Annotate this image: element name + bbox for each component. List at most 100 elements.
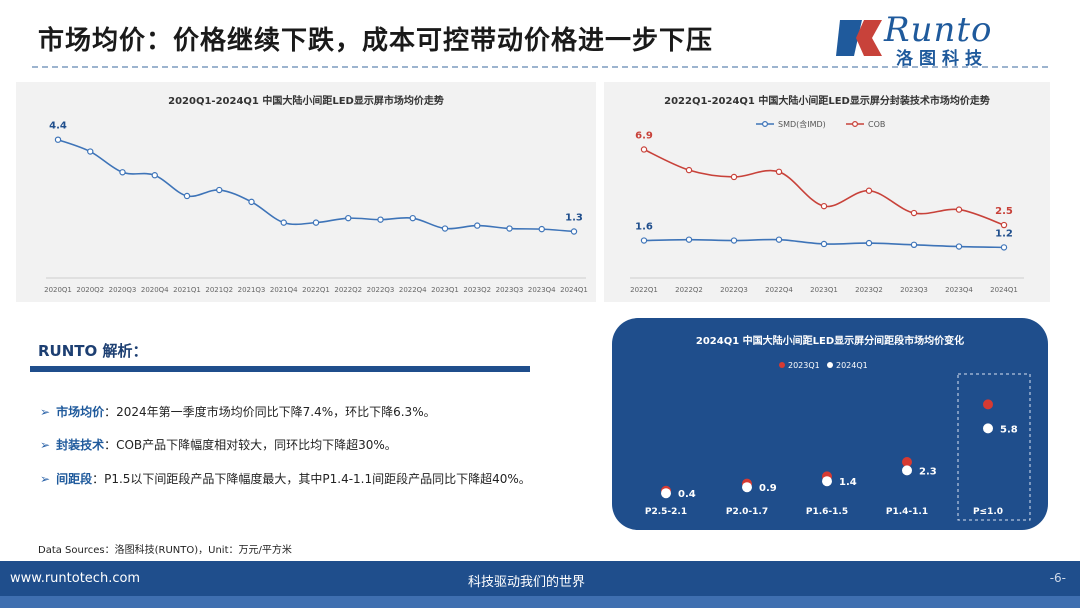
x-tick-label: 2023Q2 — [463, 286, 491, 294]
data-label: 0.9 — [759, 483, 777, 494]
data-point — [640, 237, 648, 244]
x-tick-label: 2023Q4 — [528, 286, 556, 294]
bullet-key: 间距段 — [56, 472, 93, 486]
line-chart-overall: 2020Q1-2024Q1 中国大陆小间距LED显示屏市场均价走势 2020Q1 2… — [44, 94, 588, 294]
chart-panel-overall: 2020Q1-2024Q1 中国大陆小间距LED显示屏市场均价走势 2020Q1 2… — [16, 82, 596, 302]
bullet-text: ：COB产品下降幅度相对较大，同环比均下降超30%。 — [104, 438, 397, 452]
x-tick-label: 2022Q3 — [720, 286, 748, 294]
data-point — [345, 214, 352, 222]
category-label: P1.6-1.5 — [806, 507, 848, 517]
data-label: 4.4 — [49, 121, 67, 132]
x-tick-label: 2021Q3 — [238, 286, 266, 294]
data-point — [538, 225, 545, 233]
line-chart-packaging: 2022Q1-2024Q1 中国大陆小间距LED显示屏分封装技术市场均价走势 SM… — [630, 94, 1024, 294]
data-point — [820, 202, 828, 210]
data-point — [775, 168, 783, 176]
legend-marker — [827, 362, 833, 368]
data-point — [865, 187, 873, 194]
runto-logo-icon — [836, 20, 882, 56]
data-point — [474, 222, 481, 229]
x-tick-label: 2022Q2 — [675, 286, 703, 294]
chart-title: 2022Q1-2024Q1 中国大陆小间距LED显示屏分封装技术市场均价走势 — [664, 94, 990, 107]
data-point — [775, 236, 783, 243]
legend-label: 2023Q1 — [788, 361, 820, 370]
data-point — [685, 166, 693, 174]
chart-panel-packaging: 2022Q1-2024Q1 中国大陆小间距LED显示屏分封装技术市场均价走势 SM… — [604, 82, 1050, 302]
data-point — [910, 209, 918, 217]
data-point — [1000, 244, 1008, 251]
data-point — [119, 169, 126, 176]
x-tick-label: 2022Q1 — [302, 286, 330, 294]
data-point — [248, 198, 255, 206]
arrow-icon: ➢ — [40, 438, 51, 452]
data-point — [570, 228, 578, 235]
x-tick-label: 2023Q1 — [810, 286, 838, 294]
footer-stripe — [0, 596, 1080, 608]
x-tick-label: 2022Q1 — [630, 286, 658, 294]
data-point — [661, 488, 671, 499]
chart-title: 2020Q1-2024Q1 中国大陆小间距LED显示屏市场均价走势 — [168, 94, 444, 107]
data-point — [865, 239, 873, 247]
category-label: P1.4-1.1 — [886, 507, 928, 517]
series-line — [57, 138, 575, 233]
page-title: 市场均价：价格继续下跌，成本可控带动价格进一步下压 — [38, 26, 714, 56]
series-line — [643, 148, 1005, 226]
data-point — [151, 172, 158, 179]
x-tick-label: 2022Q4 — [765, 286, 793, 294]
data-point — [1000, 221, 1008, 229]
data-point — [742, 482, 752, 493]
chart-title: 2024Q1 中国大陆小间距LED显示屏分间距段市场均价变化 — [696, 334, 964, 347]
data-point — [983, 399, 993, 410]
data-point — [902, 457, 912, 467]
data-point — [902, 465, 912, 476]
data-point — [409, 214, 416, 222]
footer-website-link[interactable]: www.runtotech.com — [10, 571, 141, 586]
data-point — [183, 192, 191, 200]
data-point — [216, 186, 223, 194]
data-point — [685, 236, 693, 243]
data-point — [312, 219, 320, 226]
data-label: 2.5 — [995, 206, 1013, 217]
analysis-bullet-price: ➢ 市场均价：2024年第一季度市场均价同比下降7.4%，环比下降6.3%。 — [40, 403, 436, 420]
data-label: 1.4 — [839, 477, 857, 488]
x-tick-label: 2021Q2 — [205, 286, 233, 294]
logo-chinese-name: 洛图科技 — [896, 49, 988, 69]
company-logo: Runto 洛图科技 — [836, 10, 1046, 69]
x-tick-label: 2024Q1 — [560, 286, 588, 294]
data-point — [983, 423, 993, 434]
bullet-text: ：2024年第一季度市场均价同比下降7.4%，环比下降6.3%。 — [104, 405, 436, 419]
data-point — [54, 136, 62, 143]
legend-marker — [762, 120, 769, 127]
legend-label: SMD(含IMD) — [778, 119, 826, 129]
x-tick-label: 2020Q3 — [109, 286, 137, 294]
x-tick-label: 2023Q2 — [855, 286, 883, 294]
x-tick-label: 2020Q2 — [76, 286, 104, 294]
scatter-chart-pitch: 2024Q1 中国大陆小间距LED显示屏分间距段市场均价变化 2023Q1 2024… — [645, 334, 1031, 521]
x-tick-label: 2020Q4 — [141, 286, 169, 294]
category-label: P2.5-2.1 — [645, 507, 687, 517]
data-point — [955, 206, 963, 213]
bullet-key: 市场均价 — [56, 405, 105, 419]
highlight-box — [957, 373, 1031, 521]
x-tick-label: 2022Q2 — [334, 286, 362, 294]
data-label: 1.2 — [995, 228, 1013, 239]
chart-panel-pitch: 2024Q1 中国大陆小间距LED显示屏分间距段市场均价变化 2023Q1 2024… — [612, 318, 1048, 530]
x-tick-label: 2023Q3 — [496, 286, 524, 294]
page-number: -6- — [1049, 571, 1066, 585]
data-point — [730, 237, 738, 244]
data-point — [506, 225, 513, 232]
data-label: 0.4 — [678, 489, 696, 500]
arrow-icon: ➢ — [40, 405, 51, 419]
x-tick-label: 2023Q1 — [431, 286, 459, 294]
legend-label: COB — [868, 120, 885, 129]
data-label: 1.3 — [565, 213, 583, 224]
x-tick-label: 2024Q1 — [990, 286, 1018, 294]
data-point — [730, 173, 738, 181]
x-tick-label: 2020Q1 — [44, 286, 72, 294]
legend-label: 2024Q1 — [836, 361, 868, 370]
analysis-bullet-pitch: ➢ 间距段：P1.5以下间距段产品下降幅度最大，其中P1.4-1.1间距段产品同比… — [40, 470, 531, 487]
category-label: P2.0-1.7 — [726, 507, 768, 517]
arrow-icon: ➢ — [40, 472, 51, 486]
category-label: P≤1.0 — [973, 507, 1003, 517]
data-label: 6.9 — [635, 130, 653, 141]
